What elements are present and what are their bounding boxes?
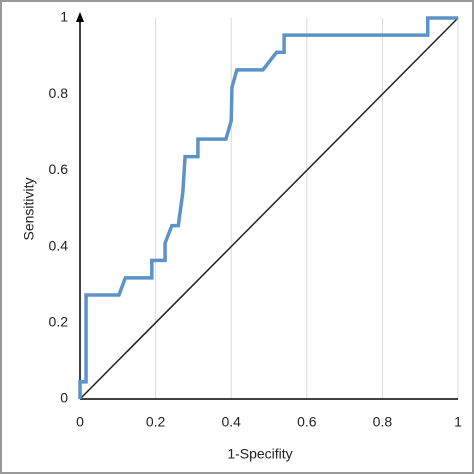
roc-line: [78, 16, 458, 399]
x-tick-label: 1: [454, 414, 462, 430]
y-tick-label: 0.8: [49, 85, 69, 101]
x-axis-title: 1-Specifity: [227, 446, 292, 462]
diagonal: [79, 17, 459, 400]
x-tick-label: 0.8: [373, 414, 393, 430]
y-tick-label: 0.2: [49, 314, 69, 330]
y-tick-label: 1: [60, 9, 68, 25]
x-tick-label: 0: [76, 414, 84, 430]
y-tick-label: 0: [60, 390, 68, 406]
y-tick-label: 0.4: [49, 237, 69, 253]
x-tick-label: 0.4: [221, 414, 241, 430]
y-tick-label: 0.6: [49, 161, 69, 177]
x-tick-label: 0.6: [297, 414, 317, 430]
y-axis-title: Sensitivity: [21, 177, 37, 240]
x-tick-label: 0.2: [146, 414, 166, 430]
y-axis-arrow: [76, 12, 84, 22]
